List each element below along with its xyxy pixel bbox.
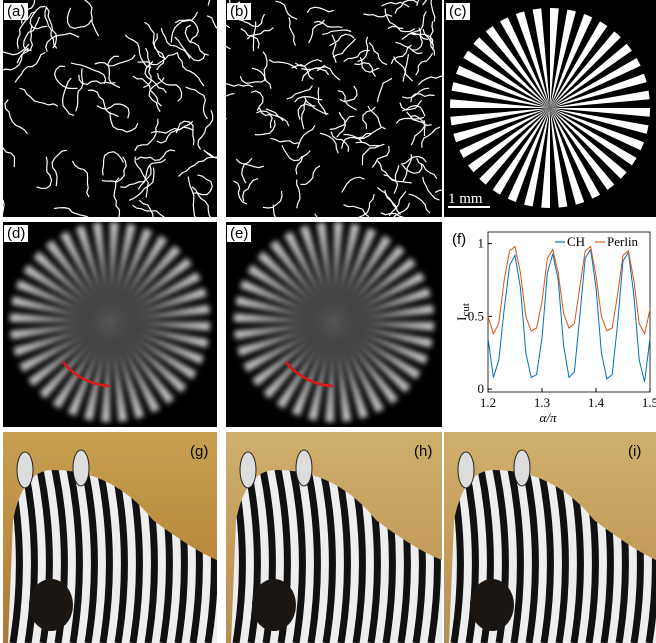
zebra: [216, 432, 452, 643]
image-e: [234, 222, 434, 422]
panel-label: (b): [230, 3, 248, 20]
panel-label: (i): [628, 443, 641, 460]
ear: [514, 450, 530, 486]
muzzle: [252, 579, 296, 631]
x-tick-label: 1.3: [534, 395, 550, 410]
x-tick-label: 1.4: [588, 395, 605, 410]
legend-label: Perlin: [607, 234, 639, 249]
panel-label: (f): [452, 231, 466, 248]
x-tick-label: 1.5: [642, 395, 656, 410]
figure: (a) (b) (c) (d) (e) 1 mm (g) (h) (i) (f)…: [0, 0, 656, 643]
muzzle: [470, 579, 514, 631]
panel-label: (e): [230, 225, 248, 242]
zebra: [0, 432, 229, 643]
image-d: [10, 222, 210, 422]
panel-label: (g): [190, 443, 208, 460]
ear: [296, 450, 312, 486]
ear: [17, 452, 33, 488]
panel-label: (c): [449, 3, 467, 20]
legend-label: CH: [567, 234, 585, 249]
x-axis-label: α/π: [540, 410, 557, 425]
panel-label: (d): [7, 225, 25, 242]
y-tick-label: 0.5: [468, 308, 484, 323]
muzzle: [29, 579, 73, 631]
panel-label: (a): [7, 3, 25, 20]
ear: [240, 452, 256, 488]
zebra-images: [0, 432, 656, 643]
y-tick-label: 0: [478, 381, 485, 396]
zebra: [434, 432, 656, 643]
stripe: [216, 460, 227, 643]
ear: [73, 450, 89, 486]
y-tick-label: 1: [478, 236, 485, 251]
ear: [458, 452, 474, 488]
scale-label: 1 mm: [448, 191, 483, 207]
panel-label: (h): [414, 443, 432, 460]
x-tick-label: 1.2: [480, 395, 496, 410]
